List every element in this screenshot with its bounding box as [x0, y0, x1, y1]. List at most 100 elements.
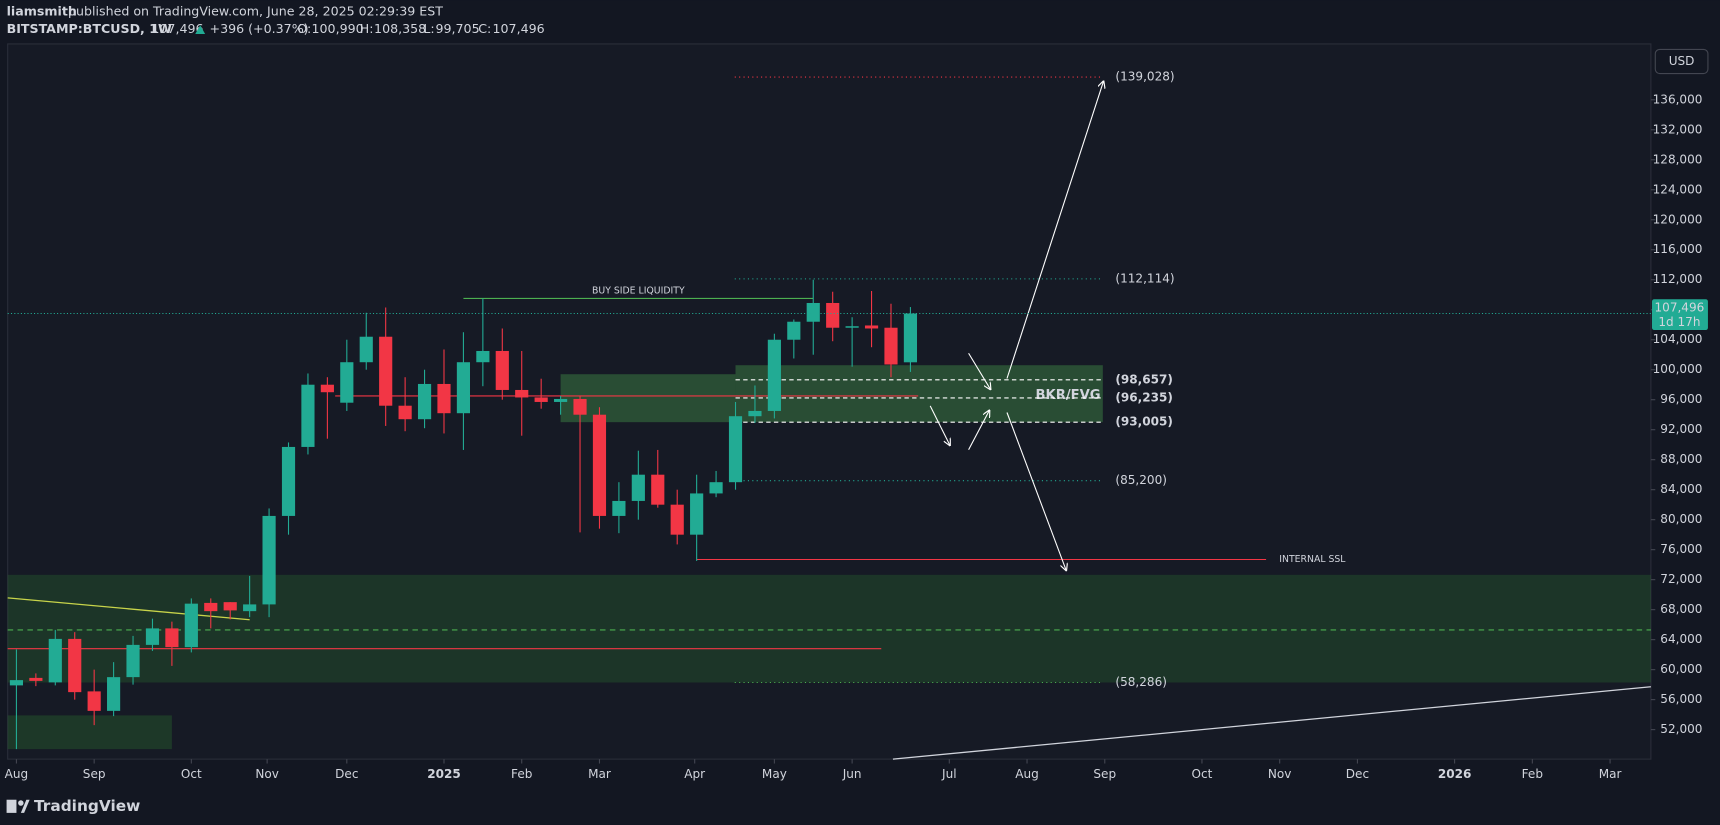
candle-body	[495, 350, 509, 390]
x-tick-label: Jul	[941, 767, 957, 781]
y-tick-label: 124,000	[1653, 182, 1703, 196]
y-tick-label: 72,000	[1660, 572, 1702, 586]
x-tick-label: Nov	[255, 767, 279, 781]
published: published on TradingView.com, June 28, 2…	[68, 4, 443, 19]
candle-body	[554, 398, 568, 402]
o-value: 100,990	[312, 21, 364, 36]
candle-body	[320, 384, 334, 393]
candle-body	[631, 474, 645, 501]
candle-body	[301, 384, 315, 447]
candle-body	[884, 327, 898, 365]
candle-body	[515, 389, 529, 398]
x-tick-label: Aug	[1015, 767, 1039, 781]
x-tick-label: Mar	[588, 767, 611, 781]
candle-body	[165, 628, 179, 648]
candle-body	[359, 336, 373, 363]
l-value: 99,705	[435, 21, 479, 36]
candle-body	[826, 302, 840, 328]
y-tick-label: 132,000	[1653, 122, 1703, 136]
candle-body	[379, 336, 393, 406]
candle-body	[184, 603, 198, 648]
x-tick-label: Mar	[1599, 767, 1622, 781]
zone	[560, 374, 736, 423]
candle-body	[573, 398, 587, 415]
level-text: BUY SIDE LIQUIDITY	[592, 285, 685, 296]
y-tick-label: 120,000	[1653, 212, 1703, 226]
x-tick-label: Nov	[1268, 767, 1292, 781]
candle-body	[845, 326, 859, 328]
candle-body	[9, 680, 24, 686]
candle-body	[728, 416, 743, 483]
y-tick-label: 136,000	[1653, 92, 1703, 106]
level-label: (96,235)	[1115, 390, 1173, 404]
price-tag	[1651, 299, 1708, 330]
y-tick-label: 112,000	[1653, 272, 1703, 286]
candle-body	[437, 383, 451, 414]
zone	[7, 574, 1651, 683]
candle-body	[68, 638, 82, 693]
zone	[7, 715, 172, 750]
x-tick-label: Dec	[335, 767, 358, 781]
level-label: (58,286)	[1115, 675, 1167, 689]
arrow	[1006, 81, 1104, 379]
chart-pane	[7, 43, 1652, 760]
candle-body	[456, 362, 471, 414]
y-tick-label: 52,000	[1660, 722, 1702, 736]
candle-body	[787, 321, 801, 340]
candle-body	[417, 383, 432, 420]
candle-body	[709, 482, 723, 494]
logo-mark	[6, 799, 17, 813]
x-tick-label: Feb	[511, 767, 532, 781]
y-tick-label: 128,000	[1653, 152, 1703, 166]
y-tick-label: 96,000	[1660, 392, 1702, 406]
level-label: (85,200)	[1115, 473, 1167, 487]
author: liamsmith	[7, 4, 77, 19]
level-label: (93,005)	[1115, 415, 1173, 429]
h-label: H:	[360, 21, 374, 36]
candle-body	[806, 302, 820, 322]
y-tick-label: 64,000	[1660, 632, 1702, 646]
h-value: 108,358	[374, 21, 426, 36]
trend-line	[7, 597, 250, 621]
candle-body	[651, 474, 665, 505]
currency[interactable]: USD	[1669, 54, 1695, 68]
candle-body	[204, 602, 218, 612]
trend-line	[892, 686, 1651, 760]
x-tick-label: 2026	[1438, 767, 1472, 781]
l-label: L:	[423, 21, 434, 36]
x-tick-label: 2025	[427, 767, 461, 781]
zone-label: BKR/FVG	[1035, 388, 1100, 403]
level-label: INTERNAL SSL	[1279, 554, 1346, 565]
logo-mark	[18, 800, 24, 806]
candle-body	[262, 515, 276, 605]
y-tick-label: 56,000	[1660, 692, 1702, 706]
y-tick-label: 60,000	[1660, 662, 1702, 676]
candle-body	[398, 405, 412, 420]
candle-body	[48, 638, 62, 683]
plot: BKR/FVG (139,028) (112,114) (98,657) (96,235…	[7, 70, 1651, 760]
candle-body	[592, 414, 607, 516]
x-tick-label: Sep	[83, 767, 106, 781]
x-tick-label: Dec	[1346, 767, 1369, 781]
candle-body	[340, 362, 354, 403]
y-tick-label: 76,000	[1660, 542, 1702, 556]
level-label: (98,657)	[1115, 372, 1173, 386]
candle-body	[476, 350, 490, 363]
x-tick-label: Feb	[1522, 767, 1543, 781]
x-tick-label: Sep	[1093, 767, 1116, 781]
candle-body	[690, 493, 704, 535]
y-tick-label: 80,000	[1660, 512, 1702, 526]
arrows	[929, 81, 1104, 570]
x-tick-label: Aug	[5, 767, 29, 781]
x-tick-label: Apr	[684, 767, 705, 781]
arrow	[968, 352, 991, 389]
candle-body	[767, 339, 781, 411]
candle-body	[748, 410, 762, 417]
logo	[6, 799, 30, 813]
candle-body	[145, 628, 160, 645]
currency-button[interactable]	[1654, 48, 1709, 75]
x-tick-label: Oct	[181, 767, 202, 781]
y-tick-label: 92,000	[1660, 422, 1702, 436]
